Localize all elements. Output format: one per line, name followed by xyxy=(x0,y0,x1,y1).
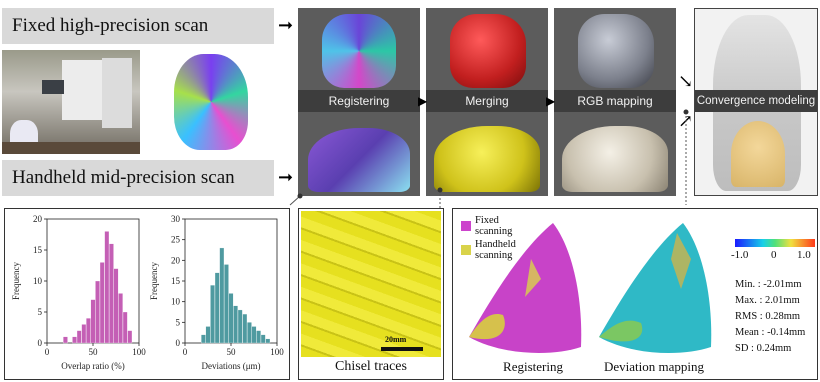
scale-bar-label: 20mm xyxy=(385,335,407,344)
deviation-ytick-label: 25 xyxy=(171,235,181,245)
deviation-bar xyxy=(233,305,238,344)
overlap-bar xyxy=(122,311,128,344)
stat-mean: Mean : -0.14mm xyxy=(735,327,806,338)
overlap-bar xyxy=(113,268,119,344)
overlap-bar xyxy=(104,231,110,344)
rgb-mapping-label: RGB mapping xyxy=(577,94,653,108)
chisel-panel: 20mm Chisel traces xyxy=(298,208,444,380)
legend-handheld-swatch xyxy=(461,245,471,255)
deviation-bar xyxy=(219,247,225,344)
deviation-xtick-label: 100 xyxy=(270,347,284,357)
deviation-xlabel: Deviations (μm) xyxy=(201,361,260,371)
overlap-bar xyxy=(81,324,87,344)
deviation-ytick-label: 15 xyxy=(171,276,181,286)
arrow-right-icon: ▶ xyxy=(418,94,428,108)
colorbar xyxy=(735,239,815,247)
overlap-bar xyxy=(90,299,96,344)
fixed-scan-text: Fixed high-precision scan xyxy=(12,15,209,36)
stat-max: Max. : 2.01mm xyxy=(735,295,800,306)
stat-rms: RMS : 0.28mm xyxy=(735,311,801,322)
deviation-panel: Fixed scanning Handheld scanning Registe… xyxy=(452,208,818,380)
deviation-ytick-label: 10 xyxy=(171,297,181,307)
arrow-right-icon: ➞ xyxy=(278,167,294,187)
overlap-xtick-label: 100 xyxy=(132,347,146,357)
histogram-panel: 0 5 10 15 20 0 50 100 Frequency Overlap ratio (%)… xyxy=(4,208,290,380)
merging-bar: Merging xyxy=(426,90,548,112)
arrow-right-icon: ➞ xyxy=(278,15,294,35)
deviation-ytick-label: 20 xyxy=(171,255,181,265)
deviation-bar xyxy=(224,264,229,344)
rgb-mapping-bar: RGB mapping xyxy=(554,90,676,112)
overlap-bar xyxy=(127,330,133,344)
deviation-bar xyxy=(265,338,271,344)
registering-model xyxy=(469,223,582,353)
overlap-bar xyxy=(86,318,91,344)
overlap-ytick-label: 5 xyxy=(38,307,43,317)
colorbar-tick-max: 1.0 xyxy=(797,249,811,261)
overlap-ytick-label: 20 xyxy=(33,214,43,224)
overlap-bar xyxy=(63,336,68,344)
overlap-ylabel: Frequency xyxy=(11,262,21,300)
stat-sd: SD : 0.24mm xyxy=(735,343,792,354)
chisel-image: 20mm xyxy=(301,211,441,357)
overlap-bar xyxy=(99,262,105,344)
overlap-bar xyxy=(109,243,114,344)
overlap-ytick-label: 15 xyxy=(33,245,43,255)
arrow-right-icon: ▶ xyxy=(546,94,556,108)
merging-label: Merging xyxy=(465,94,509,108)
lab-photo xyxy=(2,50,140,154)
legend-handheld-label: Handheld scanning xyxy=(475,239,516,261)
overlap-bar xyxy=(95,280,100,344)
deviation-bar xyxy=(201,334,206,344)
registering-label: Registering xyxy=(328,94,390,108)
deviation-bar xyxy=(214,272,220,344)
overlap-ytick-label: 10 xyxy=(33,276,43,286)
deviation-ytick-label: 0 xyxy=(176,338,181,348)
overlap-xlabel: Overlap ratio (%) xyxy=(61,361,124,371)
deviation-xtick-label: 0 xyxy=(183,347,188,357)
overlap-bar xyxy=(76,330,82,344)
colorbar-tick-min: -1.0 xyxy=(731,249,749,261)
overlap-histogram: 0 5 10 15 20 0 50 100 Frequency Overlap ratio (%) xyxy=(11,214,146,371)
deviation-histogram: 0 5 10 15 20 25 30 0 50 100 Frequency Deviations (μ… xyxy=(149,214,284,371)
deviation-bar xyxy=(256,330,261,344)
overlap-xtick-label: 50 xyxy=(89,347,99,357)
deviation-bar xyxy=(205,326,211,344)
deviation-ytick-label: 5 xyxy=(176,317,181,327)
deviation-bar xyxy=(210,284,215,344)
deviation-ylabel: Frequency xyxy=(149,262,159,300)
deviation-bar xyxy=(228,293,234,344)
deviation-bar xyxy=(247,322,252,344)
deviation-bar xyxy=(237,309,243,344)
stats-block: Min. : -2.01mm Max. : 2.01mm RMS : 0.28m… xyxy=(735,277,817,357)
fixed-scan-label: Fixed high-precision scan xyxy=(2,8,274,44)
registering-caption: Registering xyxy=(503,359,563,374)
overlap-bar xyxy=(72,336,77,344)
colored-scan-image xyxy=(140,50,274,154)
convergence-label: Convergence modeling xyxy=(696,95,816,107)
colorbar-tick-zero: 0 xyxy=(771,249,777,261)
deviation-ytick-label: 30 xyxy=(171,214,181,224)
legend-fixed-label: Fixed scanning xyxy=(475,215,513,237)
overlap-ytick-label: 0 xyxy=(38,338,43,348)
deviation-model xyxy=(599,223,712,353)
deviation-bar xyxy=(260,334,266,344)
arrow-down-right-icon: ↘ xyxy=(678,71,694,91)
registering-bar: Registering xyxy=(298,90,420,112)
convergence-bar: Convergence modeling xyxy=(695,90,817,112)
chisel-caption: Chisel traces xyxy=(335,359,407,374)
deviation-xtick-label: 50 xyxy=(227,347,237,357)
deviation-bar xyxy=(251,326,257,344)
legend-fixed-swatch xyxy=(461,221,471,231)
overlap-bar xyxy=(118,293,123,344)
deviation-caption: Deviation mapping xyxy=(603,359,704,374)
handheld-scan-label: Handheld mid-precision scan xyxy=(2,160,274,196)
stat-min: Min. : -2.01mm xyxy=(735,279,802,290)
overlap-xtick-label: 0 xyxy=(45,347,50,357)
deviation-bar xyxy=(242,313,248,344)
handheld-scan-text: Handheld mid-precision scan xyxy=(12,167,235,188)
